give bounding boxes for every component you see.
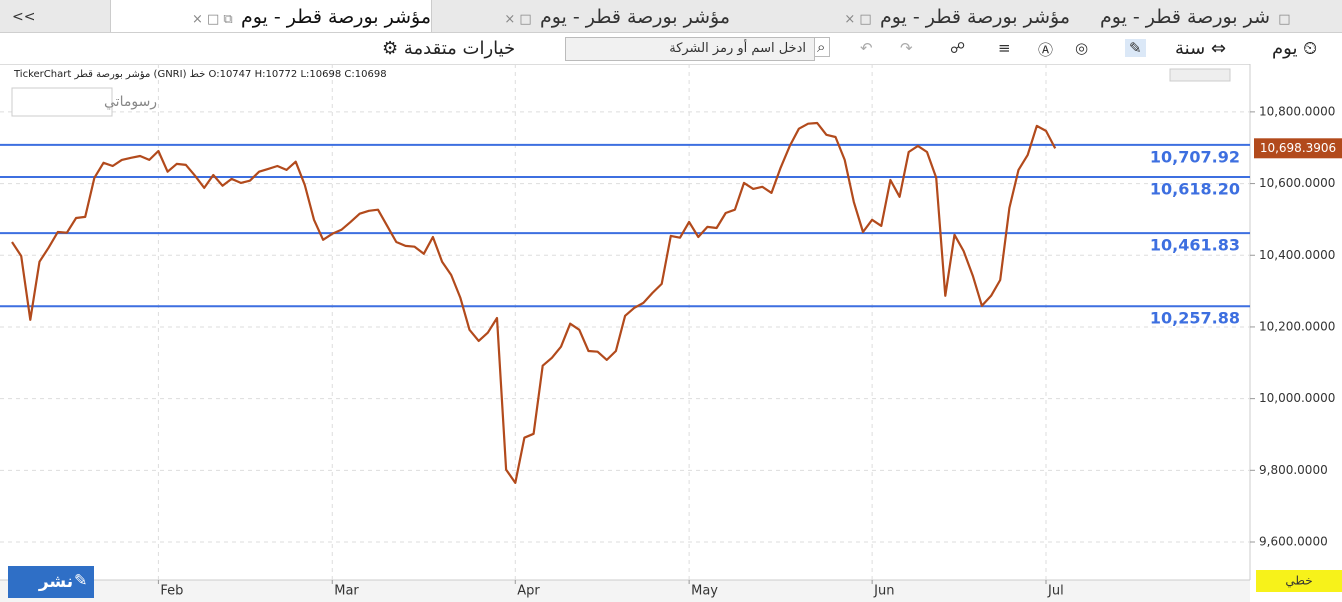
chart: 9,600.0000 9,800.0000 10,000.0000 10,200.00… <box>0 64 1342 602</box>
price-line <box>11 121 1057 484</box>
y-tick-label: 9,600.0000 <box>1259 535 1328 549</box>
tab-controls: ⧉ □ × <box>191 12 241 27</box>
tab-controls: □ <box>1270 12 1291 27</box>
auto-tool[interactable]: Ⓐ <box>1038 41 1054 59</box>
publish-label: نشر <box>38 572 73 592</box>
x-tick-label: Apr <box>517 584 540 599</box>
clock-icon: ⏲ <box>1297 38 1318 59</box>
level-label: 10,618.20 <box>1150 180 1240 199</box>
compare-tool[interactable]: ☍ <box>950 39 966 57</box>
advanced-label: خيارات متقدمة <box>403 38 516 59</box>
publish-icon: ✎ <box>74 571 87 590</box>
x-tick-label: Mar <box>334 584 359 599</box>
search-input[interactable]: ادخل اسم أو رمز الشركة <box>565 37 815 61</box>
y-tick-label: 10,600.0000 <box>1259 176 1335 190</box>
tab-label: شر بورصة قطر - يوم <box>1100 6 1271 28</box>
tab-label: مؤشر بورصة قطر - يوم <box>240 6 431 28</box>
level-label: 10,461.83 <box>1150 236 1240 255</box>
tab-label: مؤشر بورصة قطر - يوم <box>879 6 1070 28</box>
x-axis-panel <box>0 580 1250 602</box>
indicator-tool[interactable]: ◎ <box>1075 39 1089 57</box>
level-label: 10,257.88 <box>1150 309 1240 328</box>
y-tick-label: 10,000.0000 <box>1259 391 1335 405</box>
redo[interactable]: ↷ <box>900 39 913 57</box>
tab-controls: □ × <box>844 12 880 27</box>
toolbar: ⏲ يوم ⇔ سنة ✎ ◎ Ⓐ ≡ ☍ ↷ ↶ ⌕ ادخل اسم أو … <box>0 33 1342 65</box>
drawings-button <box>11 87 113 117</box>
range-icon: ⇔ <box>1205 38 1226 59</box>
level-label: 10,707.92 <box>1150 147 1240 166</box>
price-marker-label: 10,698.3906 <box>1260 141 1336 155</box>
level-tool[interactable]: ≡ <box>998 39 1011 57</box>
period-button[interactable]: ⏲ يوم <box>1272 33 1317 64</box>
y-tick-label: 10,400.0000 <box>1259 248 1335 262</box>
x-tick-label: Jun <box>873 584 894 599</box>
period-label: يوم <box>1272 38 1298 59</box>
drawings-label: رسوماتي <box>104 94 157 110</box>
tab-label: مؤشر بورصة قطر - يوم <box>539 6 730 28</box>
range-label: سنة <box>1175 38 1206 59</box>
tab[interactable]: مؤشر بورصة قطر - يوم ⧉ □ × <box>110 0 432 32</box>
y-tick-label: 10,800.0000 <box>1259 104 1335 118</box>
publish-button <box>8 566 94 598</box>
chart-style-label: خطي <box>1285 574 1312 588</box>
tab[interactable]: مؤشر بورصة قطر - يوم □ × <box>440 0 730 32</box>
undo[interactable]: ↶ <box>860 39 873 57</box>
y-tick-label: 9,800.0000 <box>1259 463 1328 477</box>
draw-tool[interactable]: ✎ <box>1125 39 1146 57</box>
tab-controls: □ × <box>504 12 540 27</box>
window-controls <box>1169 68 1231 82</box>
x-tick-label: Jul <box>1047 584 1064 599</box>
x-tick-label: Feb <box>160 584 183 599</box>
gear-icon: ⚙ <box>382 38 404 59</box>
tab-bar: << مؤشر بورصة قطر - يوم ⧉ □ × مؤشر بورصة… <box>0 0 1342 33</box>
x-tick-label: May <box>691 584 718 599</box>
advanced-options[interactable]: خيارات متقدمة ⚙ <box>382 33 515 64</box>
tabs-back[interactable]: << <box>12 9 36 25</box>
price-marker <box>1254 138 1342 159</box>
chart-info: TickerChart مؤشر بورصة قطر (GNRI) خط O:1… <box>13 69 387 80</box>
chart-style <box>1256 570 1342 592</box>
tab[interactable]: مؤشر بورصة قطر - يوم □ × <box>760 0 1070 32</box>
y-tick-label: 10,200.0000 <box>1259 319 1335 333</box>
tab[interactable]: □ شر بورصة قطر - يوم <box>1100 0 1342 32</box>
range-button[interactable]: ⇔ سنة <box>1175 33 1226 64</box>
